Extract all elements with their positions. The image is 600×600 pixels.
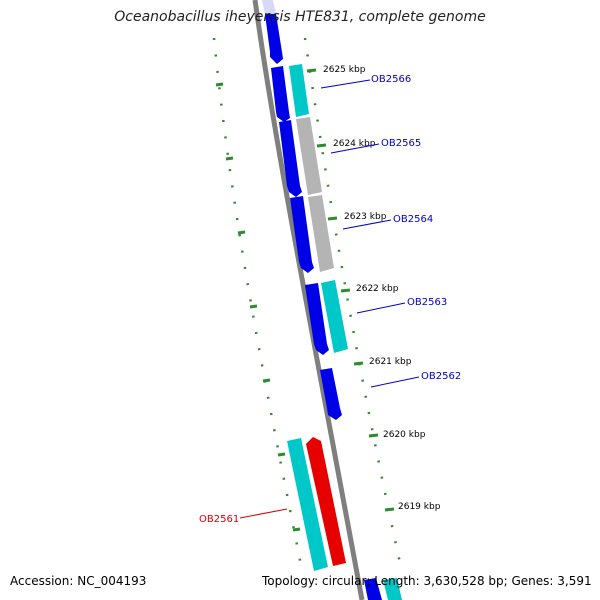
gene-arrow xyxy=(320,368,342,420)
gene-arrow xyxy=(364,578,382,600)
gene-label-ob2561[interactable]: OB2561 xyxy=(199,514,239,525)
gene-arrow xyxy=(262,0,276,14)
kbp-label: 2622 kbp xyxy=(356,284,399,294)
gene-arrow xyxy=(287,438,328,571)
kbp-tick xyxy=(353,361,364,366)
gene-arrow xyxy=(321,280,348,353)
gene-arrow xyxy=(383,578,402,600)
reverse-strand-genes xyxy=(262,0,342,420)
gene-arrow xyxy=(290,196,314,273)
gene-label-ob2565[interactable]: OB2565 xyxy=(381,138,421,149)
kbp-label: 2620 kbp xyxy=(383,430,426,440)
kbp-tick xyxy=(306,68,317,73)
map-title: Oceanobacillus iheyensis HTE831, complet… xyxy=(114,9,486,25)
accession-text: Accession: NC_004193 xyxy=(10,574,147,588)
kbp-label: 2624 kbp xyxy=(333,139,376,149)
kbp-tick xyxy=(384,507,395,512)
kbp-label: 2619 kbp xyxy=(398,502,441,512)
gene-arrow xyxy=(279,120,302,197)
topology-text: Topology: circular; Length: 3,630,528 bp… xyxy=(262,574,592,588)
gene-arrow xyxy=(271,66,290,122)
label-leaders xyxy=(239,79,420,519)
genome-backbone xyxy=(252,0,365,600)
gene-label-ob2566[interactable]: OB2566 xyxy=(371,74,411,85)
kbp-tick xyxy=(316,143,327,148)
kbp-tick xyxy=(340,288,351,293)
outer-tick-track xyxy=(212,37,304,571)
kbp-tick xyxy=(368,433,379,438)
highlighted-gene-arrow xyxy=(306,437,346,566)
forward-strand-genes xyxy=(287,64,402,600)
kbp-label: 2623 kbp xyxy=(344,212,387,222)
kbp-tick xyxy=(327,216,338,221)
gene-arrow xyxy=(289,64,309,117)
gene-arrow xyxy=(308,195,334,272)
gene-arrow xyxy=(305,283,329,355)
gene-label-ob2563[interactable]: OB2563 xyxy=(407,297,447,308)
gene-label-ob2562[interactable]: OB2562 xyxy=(421,371,461,382)
major-ticks xyxy=(306,68,395,512)
outer-major-ticks xyxy=(215,82,301,532)
gene-label-ob2564[interactable]: OB2564 xyxy=(393,214,433,225)
gene-arrow xyxy=(296,117,322,195)
kbp-label: 2625 kbp xyxy=(323,65,366,75)
gene-arrow xyxy=(265,14,283,64)
kbp-label: 2621 kbp xyxy=(369,357,412,367)
